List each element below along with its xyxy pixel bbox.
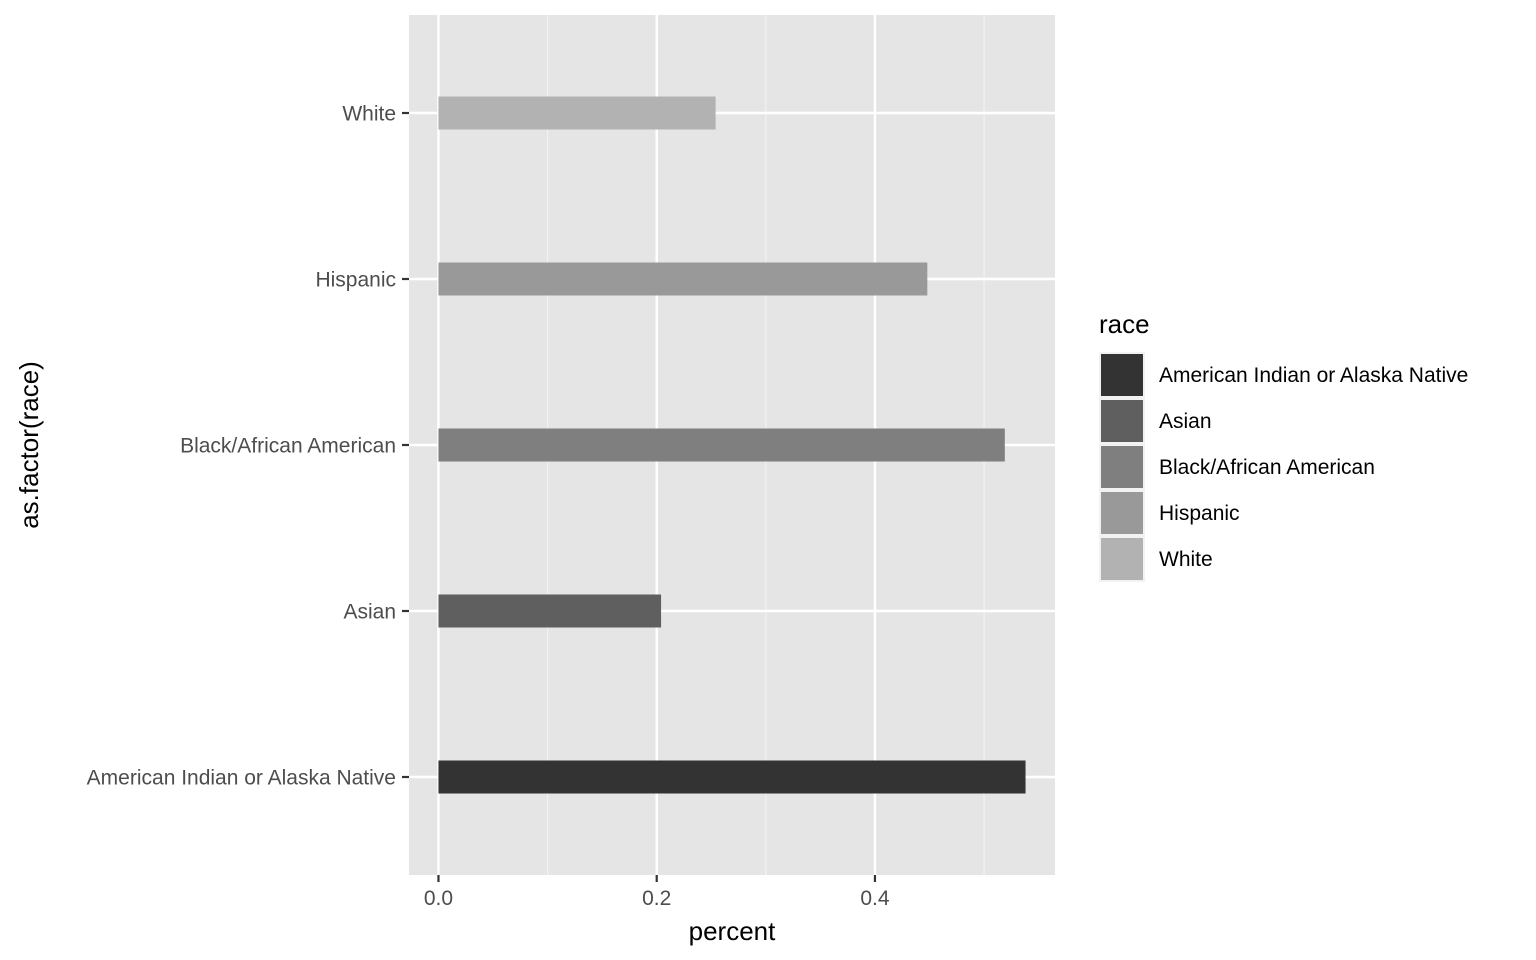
legend-label: American Indian or Alaska Native — [1159, 364, 1468, 387]
x-tick-label: 0.0 — [424, 887, 453, 910]
bar — [438, 760, 1026, 794]
legend-swatch — [1101, 446, 1143, 488]
y-tick-label: American Indian or Alaska Native — [87, 767, 396, 790]
x-axis: 0.0 0.2 0.4 — [424, 875, 890, 910]
bar — [438, 262, 928, 296]
legend-label: White — [1159, 548, 1213, 571]
legend: race American Indian or Alaska Native Asi… — [1099, 309, 1468, 582]
x-tick-label: 0.2 — [642, 887, 671, 910]
bar — [438, 96, 716, 130]
legend-swatch — [1101, 492, 1143, 534]
y-axis-title: as.factor(race) — [14, 361, 44, 529]
y-tick-label: White — [342, 103, 396, 126]
legend-swatch — [1101, 400, 1143, 442]
y-axis: American Indian or Alaska Native Asian Bla… — [87, 103, 409, 790]
legend-swatch — [1101, 354, 1143, 396]
legend-label: Asian — [1159, 410, 1212, 433]
x-tick-label: 0.4 — [860, 887, 890, 910]
legend-label: Hispanic — [1159, 502, 1240, 525]
bars — [438, 96, 1026, 794]
legend-swatch — [1101, 538, 1143, 580]
legend-label: Black/African American — [1159, 456, 1375, 479]
x-axis-title: percent — [689, 916, 776, 946]
y-tick-label: Asian — [343, 601, 396, 624]
legend-title: race — [1099, 309, 1150, 339]
y-tick-label: Black/African American — [180, 435, 396, 458]
bar — [438, 594, 662, 628]
bar — [438, 428, 1005, 462]
y-tick-label: Hispanic — [315, 269, 396, 292]
